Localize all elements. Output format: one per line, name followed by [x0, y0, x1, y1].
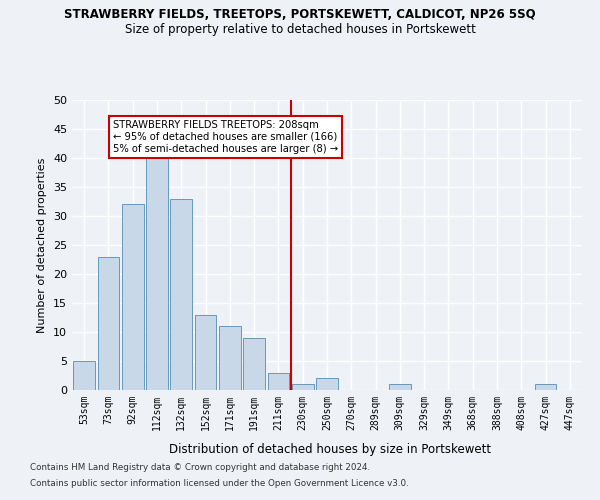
Bar	[389, 384, 411, 390]
Text: Contains HM Land Registry data © Crown copyright and database right 2024.: Contains HM Land Registry data © Crown c…	[30, 464, 370, 472]
Bar	[122, 204, 143, 390]
Bar	[170, 198, 192, 390]
Text: STRAWBERRY FIELDS, TREETOPS, PORTSKEWETT, CALDICOT, NP26 5SQ: STRAWBERRY FIELDS, TREETOPS, PORTSKEWETT…	[64, 8, 536, 20]
Bar	[194, 314, 217, 390]
Bar	[243, 338, 265, 390]
Text: STRAWBERRY FIELDS TREETOPS: 208sqm
← 95% of detached houses are smaller (166)
5%: STRAWBERRY FIELDS TREETOPS: 208sqm ← 95%…	[113, 120, 338, 154]
Text: Contains public sector information licensed under the Open Government Licence v3: Contains public sector information licen…	[30, 478, 409, 488]
Bar	[73, 361, 95, 390]
Bar	[97, 256, 119, 390]
Bar	[316, 378, 338, 390]
Text: Distribution of detached houses by size in Portskewett: Distribution of detached houses by size …	[169, 442, 491, 456]
Bar	[219, 326, 241, 390]
Y-axis label: Number of detached properties: Number of detached properties	[37, 158, 47, 332]
Bar	[146, 152, 168, 390]
Bar	[292, 384, 314, 390]
Bar	[535, 384, 556, 390]
Text: Size of property relative to detached houses in Portskewett: Size of property relative to detached ho…	[125, 22, 475, 36]
Bar	[268, 372, 289, 390]
